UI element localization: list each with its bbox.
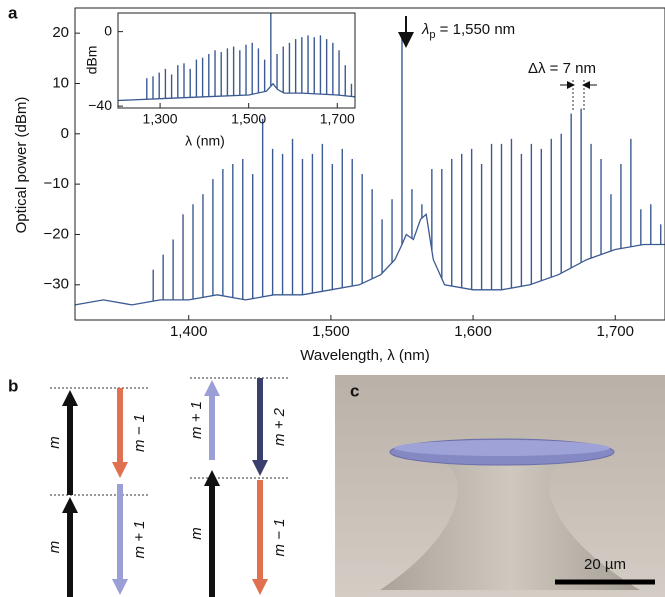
arrow-head	[252, 579, 268, 595]
diagram: m m − 1 m m + 1 m + 1 m + 2 m m − 1	[46, 377, 290, 597]
arrow-label: m	[46, 541, 63, 554]
arrow-head	[112, 462, 128, 478]
x-axis-label: λ (nm)	[185, 133, 225, 149]
arrow-label: m + 2	[271, 407, 288, 446]
x-tick-label: 1,500	[231, 111, 266, 127]
y-axis-label: Optical power (dBm)	[13, 97, 30, 234]
scale-bar-label: 20 µm	[584, 556, 626, 573]
y-tick-label: −30	[44, 276, 69, 293]
x-tick-label: 1,700	[320, 111, 355, 127]
arrow-head	[252, 460, 268, 476]
pump-symbol: λ	[421, 21, 429, 38]
y-tick-label: −20	[44, 225, 69, 242]
arrow-label: m	[188, 527, 205, 540]
panel-label: c	[350, 381, 359, 400]
panel-label: b	[8, 376, 18, 395]
arrow-label: m + 1	[131, 521, 148, 559]
disk-top	[394, 440, 610, 456]
pump-text: = 1,550 nm	[436, 21, 516, 38]
x-axis-label: Wavelength, λ (nm)	[300, 347, 430, 364]
y-tick-label: −10	[44, 175, 69, 192]
x-tick-label: 1,600	[454, 323, 492, 340]
axes-frame	[117, 12, 356, 109]
arrow-head	[62, 390, 78, 406]
arrow-head	[204, 380, 220, 396]
inset-background	[118, 13, 355, 108]
pedestal	[380, 462, 640, 590]
pump-label: λp = 1,550 nm	[421, 21, 515, 41]
pump-subscript: p	[429, 29, 435, 41]
y-tick-label: 10	[52, 74, 69, 91]
arrow-label: m + 1	[188, 401, 205, 439]
arrow-head	[62, 497, 78, 513]
x-tick-label: 1,500	[312, 323, 350, 340]
arrow-head	[204, 470, 220, 486]
x-tick-label: 1,700	[596, 323, 634, 340]
spacing-label: Δλ = 7 nm	[528, 60, 596, 77]
x-tick-label: 1,300	[143, 111, 178, 127]
arrow-label: m − 1	[271, 519, 288, 557]
x-tick-label: 1,400	[170, 323, 208, 340]
arrow-label: m	[46, 436, 63, 449]
chart: −40 0 1,300 1,500 1,700 λ (nm) dBm	[84, 12, 356, 149]
axes-frame	[74, 7, 665, 321]
arrow-head	[112, 579, 128, 595]
y-tick-label: −40	[88, 97, 112, 113]
arrow-label: m − 1	[131, 414, 148, 452]
y-tick-label: 0	[104, 22, 112, 38]
panel-label: a	[8, 3, 18, 22]
micrograph: 20 µm c	[335, 375, 665, 597]
y-tick-label: 0	[61, 125, 69, 142]
y-tick-label: 20	[52, 24, 69, 41]
chart: −30 −20 −10 0 10 20 1,400 1,500 1,600 1,700 Wavele…	[13, 7, 665, 364]
y-axis-label: dBm	[84, 46, 100, 75]
